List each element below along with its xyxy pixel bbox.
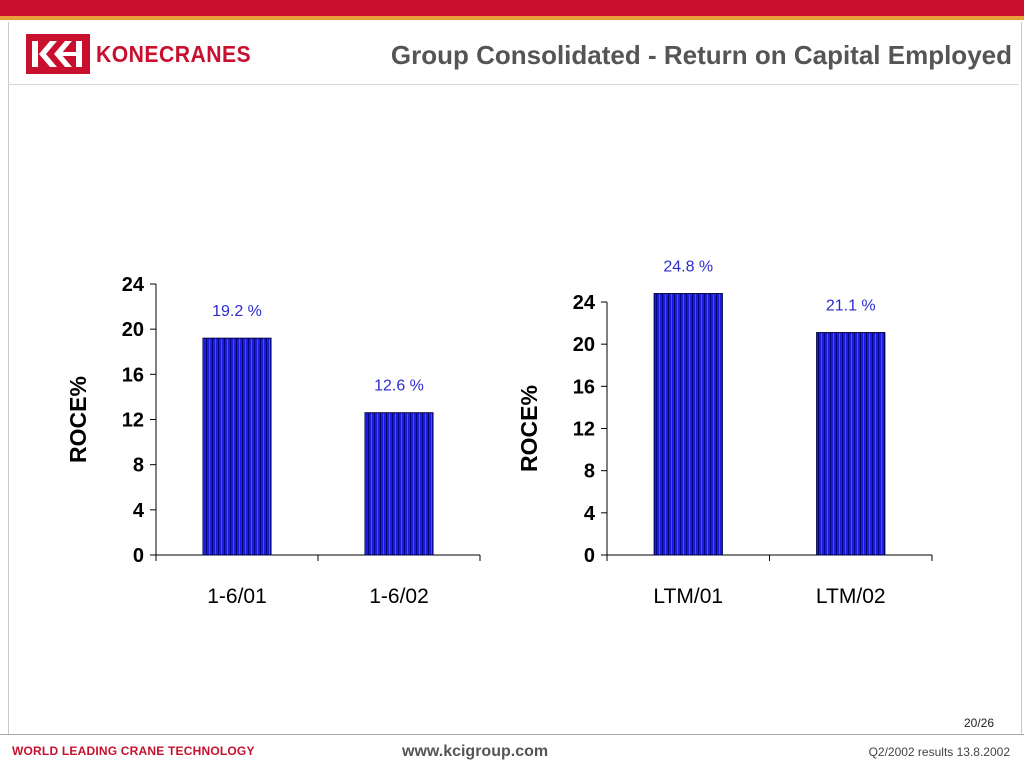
page-number: 20/26 bbox=[963, 716, 994, 730]
y-tick-label: 20 bbox=[573, 334, 595, 356]
y-tick-label: 0 bbox=[133, 545, 144, 567]
x-category-label: LTM/01 bbox=[653, 585, 723, 608]
y-tick-label: 20 bbox=[122, 319, 144, 341]
page-title: Group Consolidated - Return on Capital E… bbox=[390, 40, 1012, 70]
kci-logo-icon bbox=[26, 34, 90, 74]
roce-half-year-svg: 0 4 8 12 16 20 24 19.2 % 1-6/01 12.6 % 1-6/02 ROCE% bbox=[65, 274, 481, 608]
footer-website-link[interactable]: www.kcigroup.com bbox=[402, 743, 549, 760]
y-tick-label: 24 bbox=[573, 292, 596, 314]
konecranes-logo: KONECRANES bbox=[26, 34, 265, 74]
y-tick-label: 0 bbox=[584, 545, 595, 567]
bar-value-label: 24.8 % bbox=[663, 259, 713, 276]
roce-half-year-chart: 0 4 8 12 16 20 24 19.2 % 1-6/01 12.6 % 1-6/02 ROCE% bbox=[50, 250, 510, 620]
y-tick-label: 8 bbox=[133, 455, 144, 477]
y-tick-label: 24 bbox=[122, 274, 145, 296]
y-tick-label: 16 bbox=[122, 364, 144, 386]
slide-frame bbox=[8, 22, 1022, 734]
x-category-label: 1-6/01 bbox=[207, 585, 267, 608]
top-brand-bar bbox=[0, 0, 1024, 16]
header-divider bbox=[8, 84, 1018, 85]
bar-value-label: 21.1 % bbox=[826, 298, 876, 315]
y-tick-label: 8 bbox=[584, 461, 595, 483]
logo-wordmark: KONECRANES bbox=[96, 40, 252, 67]
y-tick-label: 4 bbox=[584, 503, 596, 525]
bar-value-label: 12.6 % bbox=[374, 378, 424, 395]
y-tick-label: 12 bbox=[122, 410, 144, 432]
footer-results-date: Q2/2002 results 13.8.2002 bbox=[868, 745, 1010, 759]
x-category-label: 1-6/02 bbox=[369, 585, 429, 608]
y-axis-title: ROCE% bbox=[516, 385, 542, 472]
x-category-label: LTM/02 bbox=[816, 585, 886, 608]
bar-LTM/01 bbox=[653, 293, 723, 556]
bar-1-6/01 bbox=[202, 337, 272, 556]
y-axis-title: ROCE% bbox=[65, 376, 91, 463]
bar-value-label: 19.2 % bbox=[212, 303, 262, 320]
y-tick-label: 16 bbox=[573, 376, 595, 398]
y-tick-label: 4 bbox=[133, 500, 145, 522]
footer-divider bbox=[0, 734, 1024, 735]
roce-ltm-svg: 0 4 8 12 16 20 24 24.8 % LTM/01 21.1 % LTM/02 ROCE% bbox=[516, 259, 933, 608]
bar-1-6/02 bbox=[364, 412, 434, 556]
footer-tagline: WORLD LEADING CRANE TECHNOLOGY bbox=[12, 744, 255, 758]
bar-LTM/02 bbox=[816, 332, 886, 556]
y-tick-label: 12 bbox=[573, 419, 595, 441]
top-accent-line bbox=[0, 16, 1024, 20]
roce-ltm-chart: 0 4 8 12 16 20 24 24.8 % LTM/01 21.1 % LTM/02 ROCE% bbox=[500, 250, 960, 620]
